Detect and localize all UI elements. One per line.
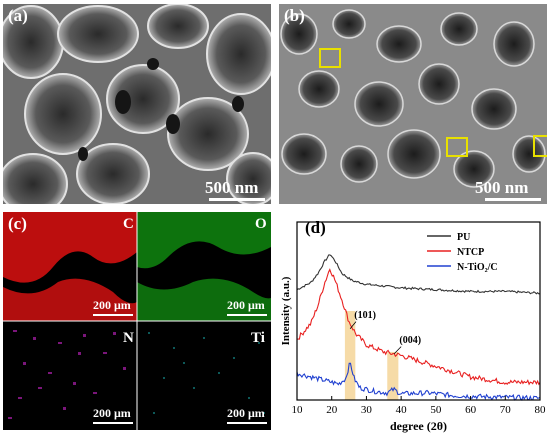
x-tick-label-3: 40 [396, 404, 408, 416]
map-scale-bar-n [93, 422, 133, 424]
highlight-band-1 [387, 351, 399, 400]
scale-label-a: 500 nm [205, 178, 259, 197]
eds-map-canvas [3, 212, 271, 430]
element-label-ti: Ti [251, 330, 265, 346]
scale-label-b: 500 nm [475, 178, 529, 197]
element-label-c: C [123, 216, 134, 232]
highlight-band-0 [344, 311, 356, 400]
series-line-0 [296, 254, 540, 295]
x-tick-label-5: 60 [465, 404, 477, 416]
panel-label-a: (a) [8, 6, 28, 25]
element-label-n: N [123, 330, 134, 346]
legend: PU NTCP N-TiO₂/C [427, 232, 498, 273]
x-axis-label: degree (2θ) [390, 419, 447, 433]
selection-box-2 [446, 137, 468, 157]
peak-label-101: (101) [354, 310, 376, 321]
x-tick-label-7: 80 [535, 404, 547, 416]
sem-image-b: (b) 500 nm [279, 4, 547, 204]
eds-map-n [8, 330, 126, 419]
sem-image-a: (a) 500 nm [3, 4, 271, 204]
x-tick-label-4: 50 [430, 404, 442, 416]
peak-pointer-004 [393, 346, 402, 354]
selection-box-1 [319, 48, 341, 68]
peak-pointer-101 [349, 321, 357, 330]
panel-label-c: (c) [8, 214, 27, 233]
panel-label-d: (d) [305, 218, 326, 237]
xrd-plot: 10 20 30 40 50 60 70 80 degree (2θ) Intensity (… [280, 221, 547, 433]
map-scale-label-o: 200 μm [227, 298, 265, 312]
y-axis-label: Intensity (a.u.) [280, 276, 292, 345]
highlight-layer [344, 311, 399, 400]
peak-label-004: (004) [399, 335, 421, 346]
x-tick-label-0: 10 [292, 404, 304, 416]
legend-label-0: PU [457, 232, 470, 243]
legend-label-2: N-TiO₂/C [457, 262, 498, 273]
map-scale-bar-ti [227, 422, 267, 424]
eds-map-c [3, 212, 137, 321]
eds-maps-c: (c) C 200 μm O 200 μm N 200 μm Ti 200 μm [3, 212, 271, 430]
series-line-1 [296, 268, 541, 386]
eds-map-ti [148, 332, 265, 414]
map-scale-label-ti: 200 μm [227, 406, 265, 420]
selection-box-3 [533, 135, 547, 157]
element-label-o: O [255, 216, 267, 232]
legend-label-1: NTCP [457, 247, 484, 258]
series-line-2 [296, 362, 541, 401]
map-scale-label-c: 200 μm [93, 298, 131, 312]
x-tick-label-2: 30 [361, 404, 373, 416]
map-scale-label-n: 200 μm [93, 406, 131, 420]
map-scale-bar-o [227, 314, 267, 316]
x-tick-label-6: 70 [500, 404, 512, 416]
map-scale-bar-c [93, 314, 133, 316]
scale-bar-a [209, 198, 265, 201]
panel-label-b: (b) [284, 6, 305, 25]
plot-frame [296, 221, 541, 401]
tick-layer: 10 20 30 40 50 60 70 80 [292, 396, 547, 416]
eds-map-o [137, 212, 271, 321]
scale-bar-b [485, 198, 541, 201]
series-layer [296, 254, 541, 401]
x-tick-label-1: 20 [326, 404, 338, 416]
xrd-chart-d: 10 20 30 40 50 60 70 80 degree (2θ) Intensity (… [277, 212, 550, 446]
